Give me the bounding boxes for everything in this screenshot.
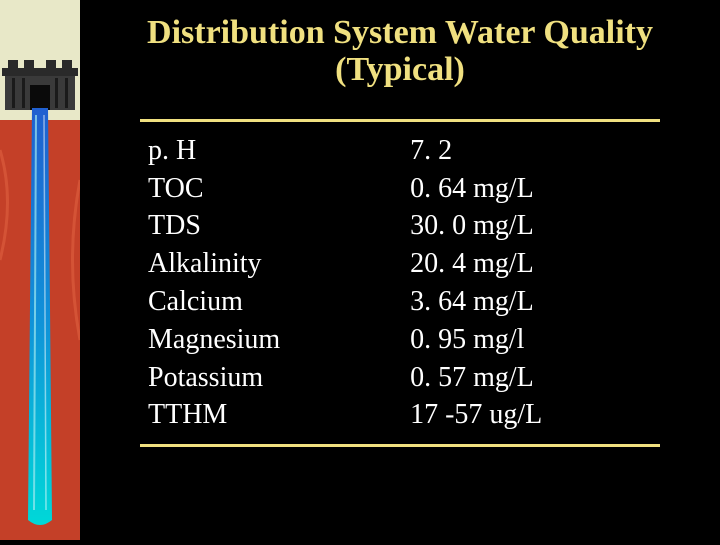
table-row: Magnesium0. 95 mg/l	[148, 321, 652, 359]
dam-water-illustration	[0, 0, 80, 540]
parameter-value: 3. 64 mg/L	[410, 283, 652, 321]
parameter-value: 0. 95 mg/l	[410, 321, 652, 359]
parameter-name: Magnesium	[148, 321, 410, 359]
parameter-value: 7. 2	[410, 132, 652, 170]
parameter-value: 0. 64 mg/L	[410, 170, 652, 208]
parameter-name: Calcium	[148, 283, 410, 321]
table-row: TTHM17 -57 ug/L	[148, 396, 652, 434]
parameter-name: p. H	[148, 132, 410, 170]
title-line-1: Distribution System Water Quality	[147, 14, 653, 51]
table-row: Calcium3. 64 mg/L	[148, 283, 652, 321]
table-row: Potassium0. 57 mg/L	[148, 359, 652, 397]
parameter-value: 17 -57 ug/L	[410, 396, 652, 434]
table-row: Alkalinity20. 4 mg/L	[148, 245, 652, 283]
title-line-2: (Typical)	[335, 51, 465, 88]
parameter-name: Alkalinity	[148, 245, 410, 283]
table-bottom-rule	[140, 444, 660, 447]
table-row: p. H7. 2	[148, 132, 652, 170]
parameter-name: TOC	[148, 170, 410, 208]
slide-content: Distribution System Water Quality (Typic…	[80, 0, 720, 540]
decorative-sidebar	[0, 0, 80, 540]
parameter-name: Potassium	[148, 359, 410, 397]
parameter-name: TTHM	[148, 396, 410, 434]
parameter-name: TDS	[148, 207, 410, 245]
parameters-table: p. H7. 2TOC0. 64 mg/LTDS30. 0 mg/LAlkali…	[140, 119, 660, 447]
parameter-value: 20. 4 mg/L	[410, 245, 652, 283]
table-row: TDS30. 0 mg/L	[148, 207, 652, 245]
table-row: TOC0. 64 mg/L	[148, 170, 652, 208]
parameter-value: 0. 57 mg/L	[410, 359, 652, 397]
parameter-value: 30. 0 mg/L	[410, 207, 652, 245]
slide-title: Distribution System Water Quality (Typic…	[80, 0, 720, 89]
table-rows: p. H7. 2TOC0. 64 mg/LTDS30. 0 mg/LAlkali…	[140, 122, 660, 444]
